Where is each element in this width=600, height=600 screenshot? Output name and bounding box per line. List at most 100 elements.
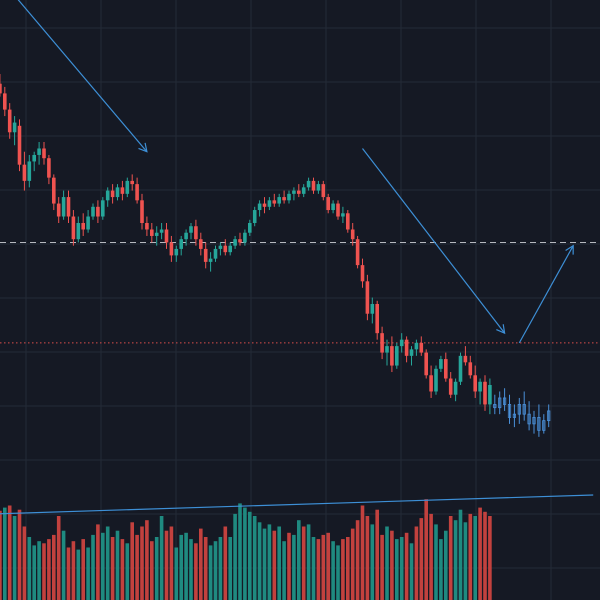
candle-body xyxy=(326,197,330,211)
volume-bar xyxy=(174,547,179,600)
projection-candle-body xyxy=(532,416,536,425)
volume-bar xyxy=(17,509,22,600)
volume-bar xyxy=(316,539,321,600)
candle-body xyxy=(375,304,379,334)
volume-bar xyxy=(179,534,183,600)
projected-rebound-arrow-head xyxy=(565,244,574,255)
candle-body xyxy=(76,223,81,240)
candle-body xyxy=(287,193,291,201)
volume-bar xyxy=(0,510,2,600)
candle-body xyxy=(194,226,198,240)
candle-body xyxy=(0,83,2,94)
volume-bar xyxy=(306,524,311,600)
volume-bar xyxy=(3,507,7,600)
volume-bar xyxy=(301,526,306,600)
candle-body xyxy=(257,203,262,211)
candle-body xyxy=(22,164,27,181)
volume-bar xyxy=(96,524,100,600)
candle-body xyxy=(101,200,105,217)
downtrend-arrow-2-head xyxy=(496,324,506,335)
candle-body xyxy=(277,197,281,204)
volume-bar xyxy=(414,526,419,600)
volume-bar xyxy=(130,522,134,600)
volume-bar xyxy=(213,541,218,600)
candle-body xyxy=(169,242,174,256)
volume-bar xyxy=(12,516,17,600)
volume-bar xyxy=(424,499,428,600)
candle-body xyxy=(66,197,71,217)
candle-body xyxy=(297,190,301,194)
volume-bar xyxy=(272,530,277,600)
volume-bar xyxy=(140,526,144,600)
candle-body xyxy=(488,385,492,405)
candle-body xyxy=(17,125,22,165)
volume-bar xyxy=(150,541,154,600)
volume-bar xyxy=(154,537,159,600)
volume-bar xyxy=(297,520,301,600)
volume-trend-line xyxy=(0,494,594,515)
volume-bar xyxy=(189,539,193,600)
candle-body xyxy=(91,206,95,217)
candle-body xyxy=(233,239,237,246)
volume-bar xyxy=(32,545,36,600)
candle-body xyxy=(130,180,134,185)
volume-bar xyxy=(341,539,345,600)
candle-body xyxy=(292,190,296,194)
volume-bar xyxy=(194,543,198,600)
volume-bar xyxy=(292,534,296,600)
volume-bar xyxy=(444,530,448,600)
horizontal-lines xyxy=(0,241,600,344)
volume-bar xyxy=(243,507,247,600)
volume-bar xyxy=(218,537,223,600)
candle-body xyxy=(164,229,169,243)
candle-body xyxy=(272,200,277,204)
volume-bar xyxy=(395,539,399,600)
volume-bar xyxy=(105,526,110,600)
candle-body xyxy=(439,359,443,369)
volume-bar xyxy=(135,534,139,600)
candle-body xyxy=(267,200,272,207)
volume-bar xyxy=(71,541,76,600)
candle-body xyxy=(154,232,159,236)
candle-body xyxy=(306,180,311,188)
candle-body xyxy=(458,355,463,382)
projection-candle-body xyxy=(507,404,512,418)
candle-body xyxy=(395,346,399,366)
candle-body xyxy=(424,352,428,376)
volume-bar xyxy=(56,516,61,600)
candle-body xyxy=(444,359,448,379)
candle-body xyxy=(360,265,365,282)
volume-bar xyxy=(380,534,384,600)
candle-body xyxy=(159,229,164,233)
candle-body xyxy=(252,210,257,223)
candle-body xyxy=(218,245,223,249)
volume-bar xyxy=(360,505,365,600)
volume-bar xyxy=(375,509,379,600)
volume-bar xyxy=(483,511,487,600)
projection-candle-body xyxy=(522,404,526,415)
candle-body xyxy=(365,281,370,314)
candle-body xyxy=(115,187,120,198)
candle-body xyxy=(150,229,154,236)
candle-body xyxy=(208,258,213,262)
candle-body xyxy=(61,197,66,217)
projection-candle-body xyxy=(502,397,507,405)
volume-bar xyxy=(228,537,232,600)
candle-body xyxy=(42,148,46,159)
volume-bar xyxy=(91,534,95,600)
volume-bar xyxy=(37,541,41,600)
candle-body xyxy=(463,355,468,363)
candle-body xyxy=(248,223,252,233)
candle-body xyxy=(120,187,125,194)
volume-bar xyxy=(409,543,414,600)
projection-candle-body xyxy=(517,404,521,415)
candle-body xyxy=(243,232,247,243)
candle-body xyxy=(429,375,433,392)
candle-body xyxy=(473,375,477,392)
candle-body xyxy=(370,304,375,314)
candle-body xyxy=(468,362,473,376)
candle-body xyxy=(414,342,419,350)
